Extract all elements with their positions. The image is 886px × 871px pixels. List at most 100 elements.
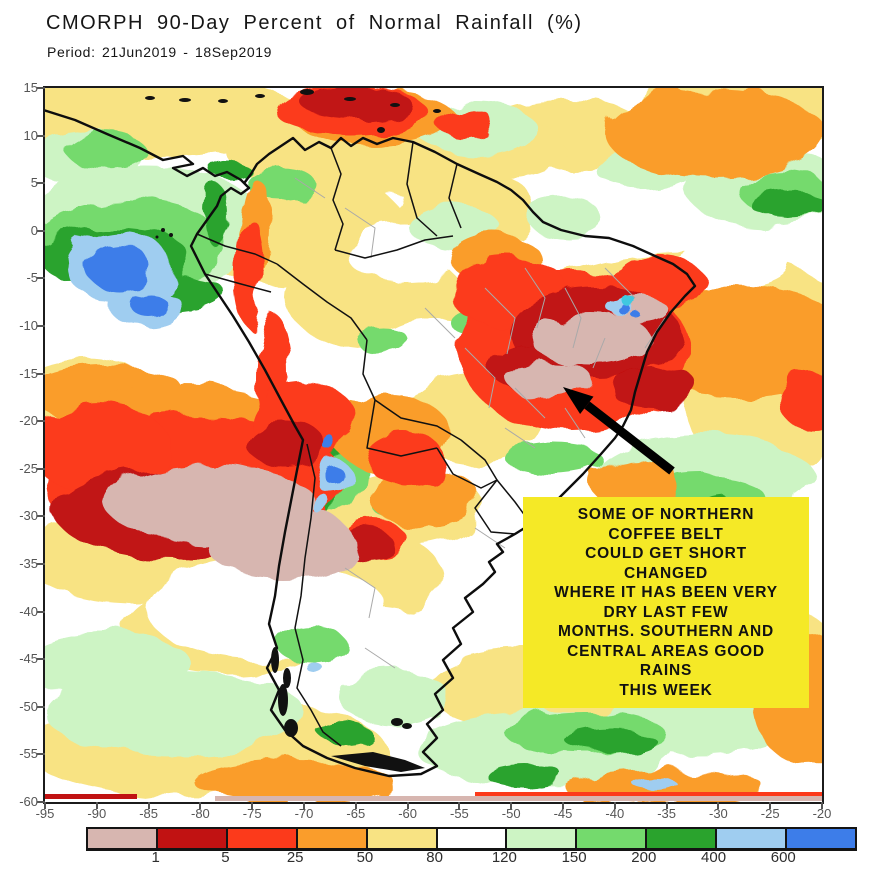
colorbar-threshold-label: 200	[631, 849, 657, 866]
lon-tick-label: -50	[501, 806, 521, 821]
lat-tick-label: -10	[19, 318, 38, 333]
lon-tick-label: -70	[294, 806, 314, 821]
lon-tick-mark	[199, 802, 202, 809]
lat-tick-label: 10	[23, 127, 38, 143]
country-border-lines	[196, 141, 532, 747]
lon-tick-mark	[354, 802, 357, 809]
lon-tick-mark	[406, 802, 409, 809]
colorbar-threshold-label: 25	[286, 849, 304, 866]
lon-tick-mark	[613, 802, 616, 809]
lat-tick-mark	[37, 87, 45, 89]
lat-tick-label: -35	[19, 556, 38, 571]
lat-tick-label: -5	[26, 270, 38, 286]
lat-tick-mark	[37, 705, 45, 708]
lon-tick-mark	[95, 802, 98, 809]
colorbar-segment	[155, 829, 226, 848]
lon-tick-label: -55	[449, 806, 469, 821]
colorbar-segment	[505, 829, 576, 848]
annotation-text-line: DRY LAST FEW	[603, 603, 729, 621]
lat-tick-mark	[37, 372, 45, 375]
annotation-text-line: MONTHS. SOUTHERN AND	[557, 623, 775, 640]
colorbar-segment	[715, 829, 786, 848]
lon-tick-mark	[769, 802, 772, 809]
colorbar-threshold-label: 80	[426, 849, 443, 866]
lon-tick-label: -90	[87, 806, 107, 821]
lat-tick-mark	[37, 801, 45, 803]
colorbar-threshold-label: 5	[221, 849, 230, 866]
lat-tick-label: -40	[19, 603, 38, 619]
lat-tick-label: -50	[19, 698, 38, 714]
coffee-belt-annotation-box: SOME OF NORTHERN COFFEE BELT COULD GET SHO…	[523, 497, 809, 708]
state-border-lines	[294, 177, 666, 669]
colorbar-segment	[785, 829, 855, 848]
lat-tick-mark	[37, 515, 45, 518]
lon-tick-mark	[251, 802, 254, 809]
islands-and-details	[145, 89, 441, 772]
colorbar-threshold-label: 50	[356, 849, 374, 866]
lat-tick-label: -20	[19, 413, 38, 429]
lat-tick-label: -55	[19, 746, 38, 762]
lat-tick-mark	[37, 229, 45, 232]
colorbar-threshold-label: 400	[701, 849, 727, 866]
lon-tick-label: -85	[139, 806, 158, 821]
colorbar-segment	[88, 829, 156, 848]
lat-tick-label: 5	[30, 175, 38, 191]
annotation-text-line: CHANGED	[624, 564, 708, 582]
colorbar-segment	[645, 829, 716, 848]
annotation-text-line: COULD GET SHORT	[585, 545, 747, 562]
annotation-text-line: RAINS	[639, 662, 693, 679]
colorbar-segment	[295, 829, 366, 848]
lon-tick-mark	[821, 802, 823, 809]
lat-tick-mark	[37, 753, 45, 756]
lat-tick-label: 15	[23, 80, 38, 95]
lon-tick-mark	[458, 802, 461, 809]
lat-tick-mark	[37, 325, 45, 327]
lat-tick-label: -60	[19, 794, 38, 809]
lat-tick-mark	[37, 420, 45, 423]
lon-tick-label: -80	[190, 806, 210, 821]
lat-tick-label: -30	[19, 508, 38, 524]
colorbar-segment	[365, 829, 436, 848]
colorbar-legend	[86, 827, 857, 851]
lon-tick-label: -60	[398, 806, 417, 821]
colorbar-threshold-labels: 1 5 25 50 80 120 150 200 400 600	[86, 849, 853, 867]
lat-tick-mark	[37, 563, 45, 565]
lon-tick-label: -75	[242, 806, 262, 821]
lon-tick-label: -95	[35, 806, 55, 821]
lon-tick-label: -65	[346, 806, 366, 821]
colorbar-segment	[435, 829, 506, 848]
annotation-arrow	[563, 387, 675, 475]
lon-tick-mark	[147, 802, 150, 809]
lat-tick-label: 0	[30, 222, 38, 238]
lon-tick-mark	[665, 802, 668, 809]
lon-tick-mark	[44, 802, 46, 809]
colorbar-threshold-label: 150	[561, 849, 587, 866]
coastline-outline	[45, 109, 697, 778]
lon-tick-label: -45	[553, 806, 573, 821]
lat-tick-mark	[37, 134, 45, 137]
annotation-text-line: WHERE IT HAS BEEN VERY	[554, 584, 778, 601]
lat-tick-label: -25	[19, 460, 38, 476]
lat-tick-label: -45	[19, 651, 38, 667]
lon-tick-label: -30	[708, 806, 728, 821]
page-title: CMORPH 90-Day Percent of Normal Rainfall…	[46, 12, 583, 34]
colorbar-threshold-label: 600	[770, 849, 796, 866]
lon-tick-label: -25	[760, 806, 780, 821]
lat-tick-mark	[37, 277, 45, 280]
lat-tick-label: -15	[19, 365, 38, 381]
annotation-text-line: THIS WEEK	[619, 681, 713, 699]
colorbar-segment	[225, 829, 296, 848]
lat-tick-mark	[37, 467, 45, 470]
lon-tick-label: -40	[605, 806, 625, 821]
lon-tick-mark	[303, 802, 305, 809]
lat-tick-mark	[37, 610, 45, 613]
lon-tick-label: -20	[812, 806, 832, 821]
annotation-text-line: COFFEE BELT	[608, 525, 724, 543]
lon-tick-mark	[562, 802, 564, 809]
lat-tick-mark	[37, 182, 45, 185]
colorbar-threshold-label: 1	[151, 849, 160, 866]
lon-tick-label: -35	[657, 806, 676, 821]
annotation-text-line: SOME OF NORTHERN	[577, 506, 755, 523]
lon-tick-mark	[510, 802, 513, 809]
period-subtitle: Period: 21Jun2019 - 18Sep2019	[47, 44, 273, 60]
